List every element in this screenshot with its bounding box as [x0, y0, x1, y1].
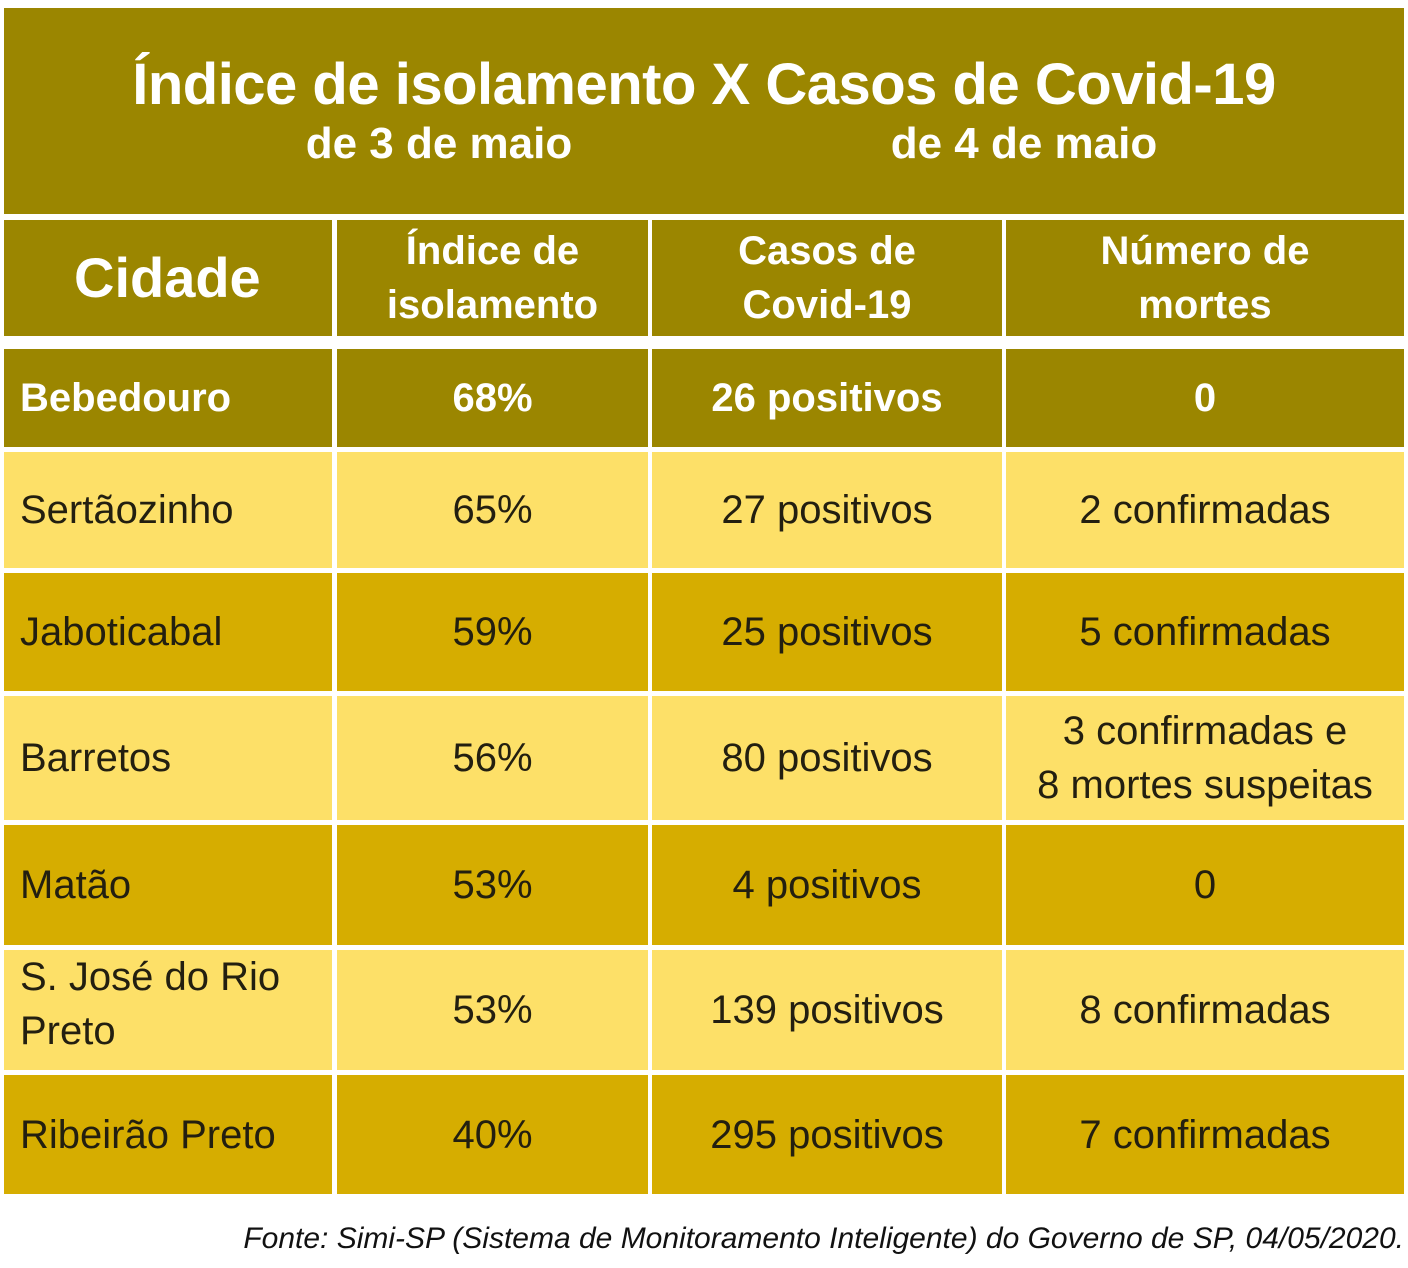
title-subtitle: de 3 de maio de 4 de maio — [4, 118, 1404, 170]
table-row-city: Sertãozinho — [4, 452, 332, 568]
table-row-cases: 26 positivos — [652, 349, 1002, 447]
table-row-deaths: 8 confirmadas — [1006, 950, 1404, 1070]
table-row-city: Bebedouro — [4, 349, 332, 447]
table-row-isolation: 40% — [337, 1075, 648, 1194]
table-row-deaths: 7 confirmadas — [1006, 1075, 1404, 1194]
table-row-cases: 27 positivos — [652, 452, 1002, 568]
table-row-cases: 4 positivos — [652, 825, 1002, 945]
subtitle-right: de 4 de maio — [890, 119, 1158, 168]
table-row-isolation: 59% — [337, 573, 648, 691]
table-row-deaths: 3 confirmadas e 8 mortes suspeitas — [1006, 696, 1404, 820]
header-deaths-line2: mortes — [1138, 283, 1272, 327]
table-row-deaths: 5 confirmadas — [1006, 573, 1404, 691]
table-row-cases: 295 positivos — [652, 1075, 1002, 1194]
table-row-isolation: 65% — [337, 452, 648, 568]
table-row-city: Matão — [4, 825, 332, 945]
table-row-deaths: 0 — [1006, 349, 1404, 447]
header-isolation: Índice de isolamento — [337, 220, 648, 336]
header-city: Cidade — [4, 220, 332, 336]
header-cases-line2: Covid-19 — [742, 283, 912, 327]
table-title: Índice de isolamento X Casos de Covid-19… — [4, 8, 1404, 214]
table-row-deaths: 2 confirmadas — [1006, 452, 1404, 568]
table-row-isolation: 53% — [337, 825, 648, 945]
table-row-isolation: 53% — [337, 950, 648, 1070]
header-cases: Casos de Covid-19 — [652, 220, 1002, 336]
table-row-deaths: 0 — [1006, 825, 1404, 945]
table-row-city: Barretos — [4, 696, 332, 820]
covid-isolation-table: Índice de isolamento X Casos de Covid-19… — [4, 8, 1404, 1194]
deaths-line2: 8 mortes suspeitas — [1037, 763, 1373, 807]
table-row-isolation: 56% — [337, 696, 648, 820]
header-isolation-line1: Índice de — [405, 229, 580, 273]
table-row-cases: 139 positivos — [652, 950, 1002, 1070]
header-deaths: Número de mortes — [1006, 220, 1404, 336]
header-deaths-line1: Número de — [1100, 229, 1310, 273]
table-row-cases: 25 positivos — [652, 573, 1002, 691]
header-cases-line1: Casos de — [738, 229, 916, 273]
table-row-city: Ribeirão Preto — [4, 1075, 332, 1194]
table-row-city: Jaboticabal — [4, 573, 332, 691]
deaths-line1: 3 confirmadas e — [1062, 709, 1348, 753]
city-line1: S. José do Rio — [20, 955, 281, 999]
table-row-isolation: 68% — [337, 349, 648, 447]
source-note: Fonte: Simi-SP (Sistema de Monitoramento… — [243, 1222, 1404, 1255]
table-row-city: S. José do Rio Preto — [4, 950, 332, 1070]
title-main: Índice de isolamento X Casos de Covid-19 — [132, 52, 1276, 117]
subtitle-left: de 3 de maio — [305, 119, 573, 168]
table-row-cases: 80 positivos — [652, 696, 1002, 820]
header-isolation-line2: isolamento — [386, 283, 599, 327]
city-line2: Preto — [20, 1009, 116, 1053]
